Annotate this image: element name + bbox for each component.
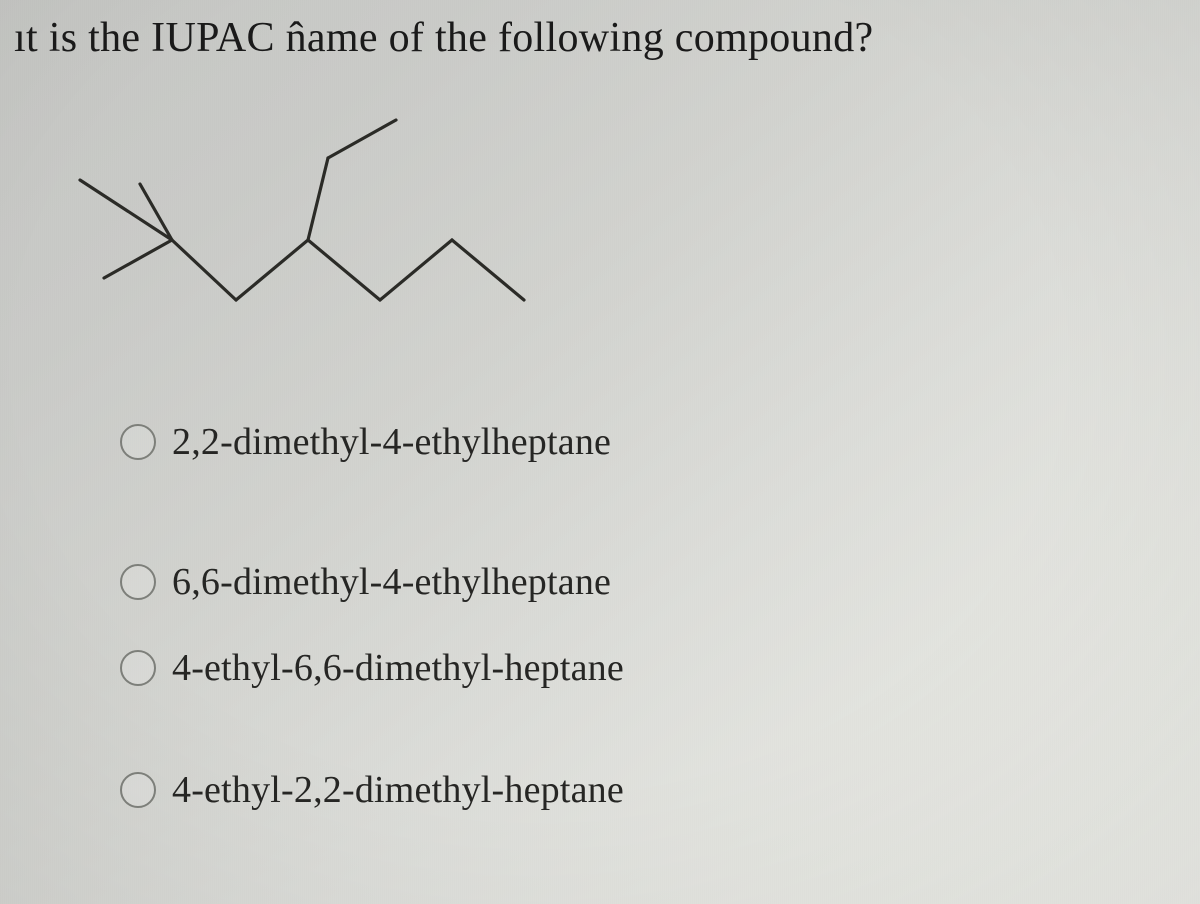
question-text: ıt is the IUPAC n̂ame of the following c… bbox=[14, 14, 873, 62]
radio-c[interactable] bbox=[120, 650, 156, 686]
radio-d[interactable] bbox=[120, 772, 156, 808]
option-b[interactable]: 6,6-dimethyl-4-ethylheptane bbox=[120, 560, 1020, 604]
compound-structure bbox=[60, 100, 580, 340]
radio-b[interactable] bbox=[120, 564, 156, 600]
option-c[interactable]: 4-ethyl-6,6-dimethyl-heptane bbox=[120, 646, 1020, 690]
option-a[interactable]: 2,2-dimethyl-4-ethylheptane bbox=[120, 420, 1020, 464]
option-d[interactable]: 4-ethyl-2,2-dimethyl-heptane bbox=[120, 768, 1020, 812]
option-c-label: 4-ethyl-6,6-dimethyl-heptane bbox=[172, 646, 624, 690]
radio-a[interactable] bbox=[120, 424, 156, 460]
option-b-label: 6,6-dimethyl-4-ethylheptane bbox=[172, 560, 611, 604]
option-a-label: 2,2-dimethyl-4-ethylheptane bbox=[172, 420, 611, 464]
option-d-label: 4-ethyl-2,2-dimethyl-heptane bbox=[172, 768, 624, 812]
answer-options: 2,2-dimethyl-4-ethylheptane 6,6-dimethyl… bbox=[120, 420, 1020, 812]
